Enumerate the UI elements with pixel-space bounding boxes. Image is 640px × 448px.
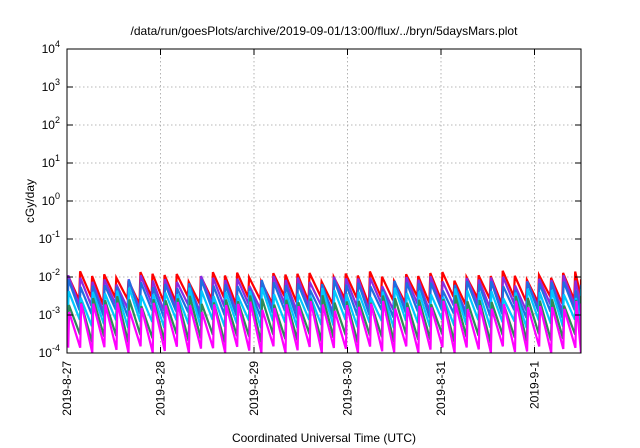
y-tick-label: 10-2: [39, 267, 60, 284]
x-tick-label: 2019-8-31: [434, 361, 448, 416]
x-tick-label: 2019-8-28: [154, 361, 168, 416]
y-tick-label: 104: [42, 39, 60, 56]
x-tick-label: 2019-9-1: [528, 361, 542, 409]
y-tick-label: 10-4: [39, 343, 60, 360]
y-axis-title: cGy/day: [23, 179, 37, 223]
x-tick-label: 2019-8-29: [247, 361, 261, 416]
plot-frame: [66, 48, 582, 354]
y-tick-label: 10-1: [39, 229, 60, 246]
y-tick-label: 102: [42, 115, 60, 132]
y-tick-label: 103: [42, 77, 60, 94]
y-tick-labels: 10-4 10-3 10-2 10-1 100 101 102 103 104: [39, 39, 60, 360]
y-tick-label: 10-3: [39, 305, 60, 322]
y-tick-label: 100: [42, 191, 60, 208]
chart-title: /data/run/goesPlots/archive/2019-09-01/1…: [131, 24, 519, 38]
y-tick-label: 101: [42, 153, 60, 170]
x-tick-labels: 2019-8-27 2019-8-28 2019-8-29 2019-8-30 2019…: [60, 361, 542, 416]
series-group: [67, 270, 581, 353]
series-line: [67, 300, 581, 353]
x-tick-label: 2019-8-27: [60, 361, 74, 416]
x-axis-title: Coordinated Universal Time (UTC): [232, 431, 416, 445]
x-tick-label: 2019-8-30: [341, 361, 355, 416]
